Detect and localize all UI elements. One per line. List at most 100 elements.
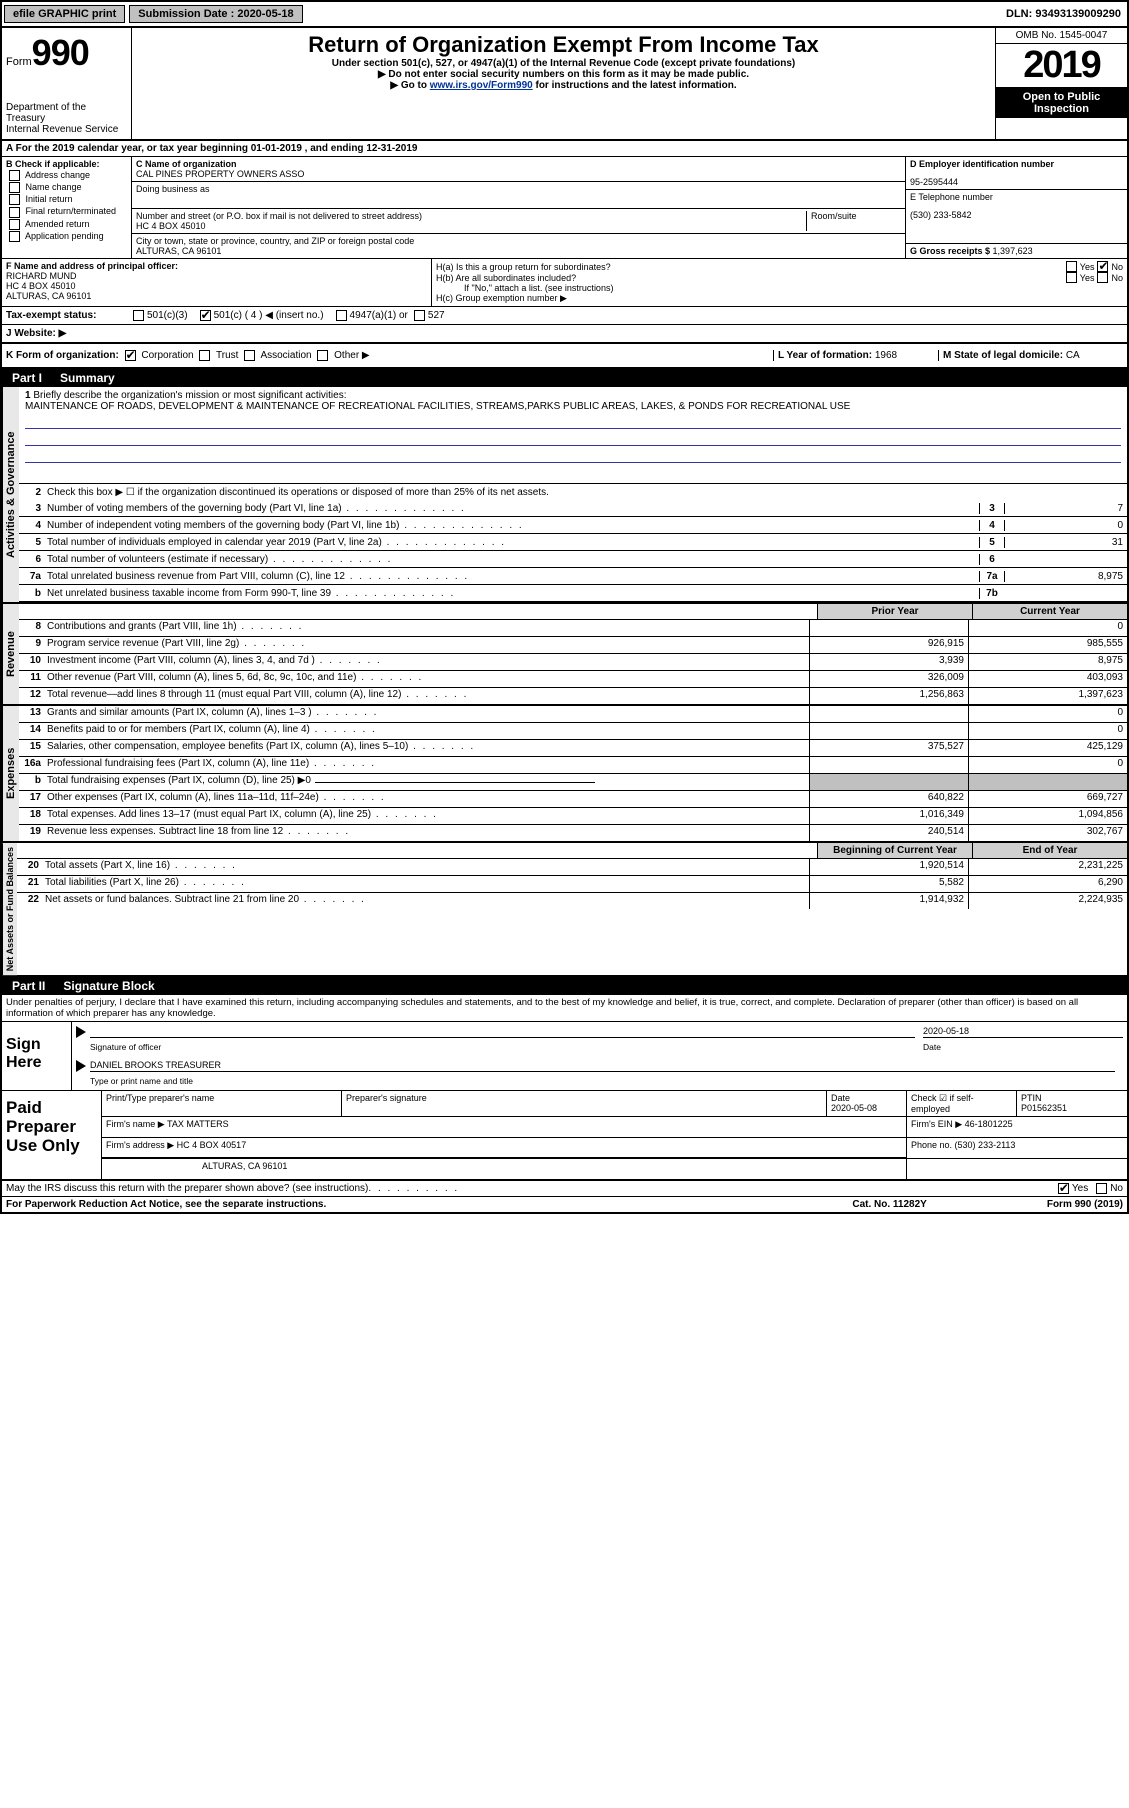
val: 0 bbox=[1004, 520, 1127, 531]
current: 1,094,856 bbox=[968, 808, 1127, 824]
discuss-no[interactable] bbox=[1096, 1183, 1107, 1194]
mission-label: Briefly describe the organization's miss… bbox=[33, 390, 346, 401]
discuss-row: May the IRS discuss this return with the… bbox=[2, 1181, 1127, 1197]
chk-amended[interactable]: Amended return bbox=[6, 219, 127, 230]
dln-label: DLN: bbox=[1006, 8, 1035, 20]
desc: Total revenue—add lines 8 through 11 (mu… bbox=[45, 688, 809, 704]
firm-addr2-cell: ALTURAS, CA 96101 bbox=[102, 1159, 907, 1179]
exp-line-19: 19 Revenue less expenses. Subtract line … bbox=[19, 825, 1127, 841]
rev-line-11: 11 Other revenue (Part VIII, column (A),… bbox=[19, 671, 1127, 688]
l-value: 1968 bbox=[875, 350, 897, 361]
val: 7 bbox=[1004, 503, 1127, 514]
paid-preparer-row: Paid Preparer Use Only Print/Type prepar… bbox=[2, 1091, 1127, 1181]
current: 0 bbox=[968, 706, 1127, 722]
main-title: Return of Organization Exempt From Incom… bbox=[138, 32, 989, 58]
current: 985,555 bbox=[968, 637, 1127, 653]
k-trust: Trust bbox=[216, 350, 238, 361]
ag-content: 1 Briefly describe the organization's mi… bbox=[19, 387, 1127, 602]
city-label: City or town, state or province, country… bbox=[136, 236, 901, 246]
col-b: B Check if applicable: Address change Na… bbox=[2, 157, 132, 258]
dln-value: 93493139009290 bbox=[1035, 8, 1121, 20]
ln: 21 bbox=[17, 876, 43, 892]
footer: For Paperwork Reduction Act Notice, see … bbox=[2, 1197, 1127, 1212]
officer-name: RICHARD MUND bbox=[6, 271, 427, 281]
ln: 10 bbox=[19, 654, 45, 670]
chk-name-change[interactable]: Name change bbox=[6, 182, 127, 193]
chk-assoc[interactable] bbox=[244, 350, 255, 361]
exp-line-17: 17 Other expenses (Part IX, column (A), … bbox=[19, 791, 1127, 808]
hb-no[interactable] bbox=[1097, 272, 1108, 283]
part-ii-num: Part II bbox=[8, 979, 55, 993]
hb-yes[interactable] bbox=[1066, 272, 1077, 283]
form990-link[interactable]: www.irs.gov/Form990 bbox=[430, 80, 533, 91]
irs-label: Internal Revenue Service bbox=[6, 124, 127, 135]
officer-box: F Name and address of principal officer:… bbox=[2, 259, 432, 306]
prior bbox=[809, 774, 968, 790]
rev-line-9: 9 Program service revenue (Part VIII, li… bbox=[19, 637, 1127, 654]
chk-address-change[interactable]: Address change bbox=[6, 170, 127, 181]
firm-name-label: Firm's name ▶ bbox=[106, 1119, 167, 1129]
desc: Total expenses. Add lines 13–17 (must eq… bbox=[45, 808, 809, 824]
ha-yes[interactable] bbox=[1066, 261, 1077, 272]
sig-date-caption: Date bbox=[923, 1042, 1123, 1052]
instr2-pre: ▶ Go to bbox=[390, 80, 429, 91]
prep-date-h: Date2020-05-08 bbox=[827, 1091, 907, 1116]
chk-pending[interactable]: Application pending bbox=[6, 231, 127, 242]
current: 403,093 bbox=[968, 671, 1127, 687]
chk-initial[interactable]: Initial return bbox=[6, 194, 127, 205]
exp-content: 13 Grants and similar amounts (Part IX, … bbox=[19, 706, 1127, 841]
col-deg: D Employer identification number 95-2595… bbox=[905, 157, 1127, 258]
begin-year-h: Beginning of Current Year bbox=[817, 843, 972, 858]
o-501c: 501(c) ( 4 ) ◀ (insert no.) bbox=[214, 310, 324, 321]
ha-no[interactable] bbox=[1097, 261, 1108, 272]
col-c: C Name of organization CAL PINES PROPERT… bbox=[132, 157, 905, 258]
sig-name-field: DANIEL BROOKS TREASURER bbox=[90, 1060, 1115, 1072]
o-501c3: 501(c)(3) bbox=[147, 310, 188, 321]
org-name-row: C Name of organization CAL PINES PROPERT… bbox=[132, 157, 905, 182]
form-number-box: Form990 Department of the Treasury Inter… bbox=[2, 28, 132, 139]
desc: Total assets (Part X, line 16) bbox=[43, 859, 809, 875]
current: 0 bbox=[968, 757, 1127, 773]
part-i-num: Part I bbox=[8, 371, 52, 385]
city-row: City or town, state or province, country… bbox=[132, 234, 905, 258]
discuss-yes[interactable] bbox=[1058, 1183, 1069, 1194]
addr-value: HC 4 BOX 45010 bbox=[136, 221, 806, 231]
efile-button[interactable]: efile GRAPHIC print bbox=[4, 5, 125, 23]
chk-501c[interactable] bbox=[200, 310, 211, 321]
open-public-2: Inspection bbox=[996, 103, 1127, 115]
ln: 11 bbox=[19, 671, 45, 687]
addr-row: Number and street (or P.O. box if mail i… bbox=[132, 209, 905, 234]
chk-501c3[interactable] bbox=[133, 310, 144, 321]
part-ii-title: Signature Block bbox=[55, 979, 154, 993]
current: 1,397,623 bbox=[968, 688, 1127, 704]
k-other: Other ▶ bbox=[334, 350, 369, 361]
exp-line-15: 15 Salaries, other compensation, employe… bbox=[19, 740, 1127, 757]
ln: 6 bbox=[19, 554, 45, 565]
chk-trust[interactable] bbox=[199, 350, 210, 361]
footer-mid: Cat. No. 11282Y bbox=[852, 1199, 926, 1210]
gov-line-5: 5 Total number of individuals employed i… bbox=[19, 534, 1127, 551]
e-value: (530) 233-5842 bbox=[910, 210, 1123, 220]
k-assoc: Association bbox=[260, 350, 311, 361]
box: 5 bbox=[979, 537, 1004, 548]
end: 2,224,935 bbox=[968, 893, 1127, 909]
chk-other[interactable] bbox=[317, 350, 328, 361]
opt-initial: Initial return bbox=[26, 194, 73, 204]
gov-line-b: b Net unrelated business taxable income … bbox=[19, 585, 1127, 602]
prep-check-h: Check ☑ if self-employed bbox=[907, 1091, 1017, 1116]
prior: 3,939 bbox=[809, 654, 968, 670]
room-suite: Room/suite bbox=[806, 211, 901, 231]
exp-line-13: 13 Grants and similar amounts (Part IX, … bbox=[19, 706, 1127, 723]
ln: 19 bbox=[19, 825, 45, 841]
g-box: G Gross receipts $ 1,397,623 bbox=[906, 244, 1127, 258]
chk-527[interactable] bbox=[414, 310, 425, 321]
vlabel-netassets: Net Assets or Fund Balances bbox=[2, 843, 17, 975]
prep-name-h: Print/Type preparer's name bbox=[102, 1091, 342, 1116]
sig-officer-field[interactable] bbox=[90, 1026, 915, 1038]
ln: 4 bbox=[19, 520, 45, 531]
chk-4947[interactable] bbox=[336, 310, 347, 321]
chk-corp[interactable] bbox=[125, 350, 136, 361]
firm-ein-value: 46-1801225 bbox=[965, 1119, 1013, 1129]
chk-final[interactable]: Final return/terminated bbox=[6, 206, 127, 217]
vlabel-revenue: Revenue bbox=[2, 604, 19, 704]
